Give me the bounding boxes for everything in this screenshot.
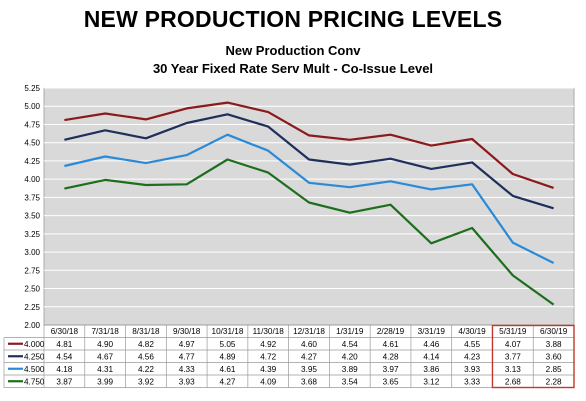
y-tick-label: 2.50 [24, 285, 40, 294]
series-line-4-500 [64, 133, 555, 264]
y-tick-label: 3.00 [24, 248, 40, 257]
x-category-label: 4/30/19 [458, 327, 486, 336]
data-label: 3.60 [546, 352, 562, 361]
data-label: 4.18 [56, 365, 72, 374]
x-category-label: 3/31/19 [418, 327, 446, 336]
data-label: 4.61 [383, 340, 399, 349]
data-label: 4.54 [56, 352, 72, 361]
data-label: 2.28 [546, 377, 562, 386]
data-label: 4.82 [138, 340, 154, 349]
data-label: 4.22 [138, 365, 154, 374]
data-label: 4.09 [260, 377, 276, 386]
x-category-label: 11/30/18 [253, 327, 285, 336]
data-label: 3.88 [546, 340, 562, 349]
x-category-label: 2/28/19 [377, 327, 405, 336]
data-label: 3.97 [383, 365, 399, 374]
y-tick-label: 3.25 [24, 230, 40, 239]
y-tick-label: 5.00 [24, 102, 40, 111]
data-label: 4.31 [97, 365, 113, 374]
x-category-label: 8/31/18 [132, 327, 160, 336]
x-category-label: 5/31/19 [499, 327, 527, 336]
page-title: NEW PRODUCTION PRICING LEVELS [83, 6, 503, 32]
x-category-label: 12/31/18 [293, 327, 325, 336]
data-label: 4.60 [301, 340, 317, 349]
data-label: 4.39 [260, 365, 276, 374]
data-label: 2.68 [505, 377, 521, 386]
x-category-label: 10/31/18 [212, 327, 244, 336]
data-label: 3.95 [301, 365, 317, 374]
y-tick-label: 2.00 [24, 321, 40, 330]
data-label: 4.61 [219, 365, 235, 374]
legend-label: 4.750 [24, 377, 45, 386]
data-label: 3.92 [138, 377, 154, 386]
series-line-4-750 [64, 158, 555, 306]
data-label: 4.81 [56, 340, 72, 349]
data-label: 4.97 [179, 340, 195, 349]
x-category-label: 1/31/19 [336, 327, 364, 336]
y-tick-label: 2.25 [24, 303, 40, 312]
series-line-4-250 [64, 113, 554, 210]
data-label: 4.46 [423, 340, 439, 349]
data-label: 3.86 [423, 365, 439, 374]
y-tick-label: 4.50 [24, 139, 40, 148]
data-label: 4.89 [219, 352, 235, 361]
series-line-4-000 [64, 101, 554, 189]
data-label: 4.07 [505, 340, 521, 349]
data-label: 4.14 [423, 352, 439, 361]
data-label: 5.05 [219, 340, 235, 349]
x-category-label: 6/30/19 [540, 327, 568, 336]
chart-subtitle-product: New Production Conv [225, 43, 361, 58]
data-label: 2.85 [546, 365, 562, 374]
x-category-label: 7/31/18 [91, 327, 119, 336]
data-label: 3.93 [179, 377, 195, 386]
y-tick-label: 4.25 [24, 157, 40, 166]
plot-area [43, 87, 575, 326]
highlight-box-recent-months [491, 324, 575, 389]
data-label: 3.13 [505, 365, 521, 374]
data-label: 4.20 [342, 352, 358, 361]
data-label: 3.89 [342, 365, 358, 374]
x-category-label: 9/30/18 [173, 327, 201, 336]
data-label: 3.87 [56, 377, 72, 386]
y-tick-label: 5.25 [24, 84, 40, 93]
data-label: 3.93 [464, 365, 480, 374]
data-label: 4.23 [464, 352, 480, 361]
data-label: 4.56 [138, 352, 154, 361]
data-label: 4.28 [383, 352, 399, 361]
data-label: 3.54 [342, 377, 358, 386]
data-label: 3.65 [383, 377, 399, 386]
data-label: 4.54 [342, 340, 358, 349]
y-tick-label: 3.75 [24, 193, 40, 202]
data-label: 4.67 [97, 352, 113, 361]
data-label: 4.33 [179, 365, 195, 374]
data-label: 4.92 [260, 340, 276, 349]
data-label: 4.55 [464, 340, 480, 349]
y-tick-label: 3.50 [24, 212, 40, 221]
legend-label: 4.250 [24, 352, 45, 361]
data-label: 3.33 [464, 377, 480, 386]
y-tick-label: 4.00 [24, 175, 40, 184]
y-tick-label: 2.75 [24, 266, 40, 275]
data-label: 4.77 [179, 352, 195, 361]
legend-label: 4.500 [24, 365, 45, 374]
data-label: 3.68 [301, 377, 317, 386]
x-category-label: 6/30/18 [51, 327, 79, 336]
legend-label: 4.000 [24, 340, 45, 349]
y-tick-label: 4.75 [24, 120, 40, 129]
data-label: 3.77 [505, 352, 521, 361]
chart-subtitle-description: 30 Year Fixed Rate Serv Mult - Co-Issue … [152, 61, 434, 76]
data-label: 3.99 [97, 377, 113, 386]
data-label: 4.27 [301, 352, 317, 361]
data-label: 4.27 [219, 377, 235, 386]
data-label: 4.90 [97, 340, 113, 349]
data-label: 4.72 [260, 352, 276, 361]
data-label: 3.12 [423, 377, 439, 386]
